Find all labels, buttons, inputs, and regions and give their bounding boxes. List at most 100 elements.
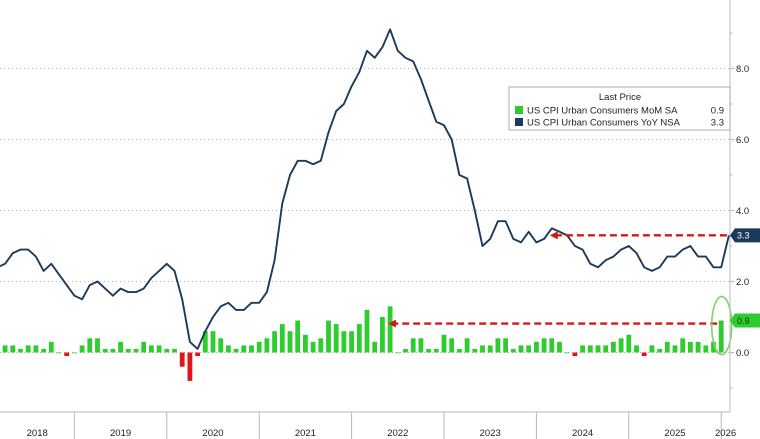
mom-bar [110, 348, 116, 353]
mom-bar [87, 338, 93, 353]
mom-bar [18, 348, 23, 353]
mom-bar [395, 352, 401, 354]
mom-bar [603, 345, 609, 353]
y-tick-label: 8.0 [736, 64, 749, 75]
mom-bar [10, 345, 16, 353]
mom-bar [557, 341, 562, 353]
x-tick-label: 2019 [110, 428, 131, 439]
mom-bar [187, 352, 193, 381]
mom-bar [156, 345, 162, 353]
y-tick-label: 0.0 [736, 348, 749, 359]
legend-swatch-mom [515, 106, 523, 114]
mom-bar [441, 334, 447, 353]
mom-bar [2, 345, 8, 353]
mom-bar [518, 345, 524, 353]
x-tick-label: 2024 [572, 428, 593, 439]
annotations [388, 231, 733, 356]
mom-bar [64, 352, 70, 357]
highlight-circle [710, 295, 733, 356]
mom-bar [79, 345, 85, 353]
last-tag-mom [730, 313, 760, 328]
mom-bar [387, 306, 393, 353]
mom-bar [449, 338, 455, 353]
mom-bar [487, 345, 493, 353]
x-tick-label: 2026 [715, 428, 736, 439]
mom-bar [241, 345, 247, 353]
x-tick-label: 2018 [27, 428, 48, 439]
x-tick-label: 2020 [202, 428, 223, 439]
mom-bar [233, 348, 239, 353]
mom-bar [41, 348, 46, 353]
mom-bar [611, 341, 616, 353]
mom-bar [595, 345, 601, 353]
mom-bar [534, 341, 539, 353]
mom-bar [418, 338, 424, 353]
mom-bar [372, 341, 378, 353]
mom-bar [333, 324, 339, 353]
mom-bar [264, 338, 270, 353]
yoy-line [0, 28, 730, 350]
mom-bar [626, 334, 632, 353]
mom-bar [564, 352, 570, 354]
legend-box [508, 86, 731, 131]
mom-bar [641, 352, 647, 357]
mom-bar [72, 352, 77, 354]
mom-bar [202, 331, 208, 353]
x-tick-label: 2025 [664, 428, 685, 439]
mom-bar [25, 345, 31, 353]
mom-bar [226, 345, 231, 353]
mom-bar [364, 309, 370, 353]
mom-bar [672, 345, 678, 353]
mom-bar [172, 348, 177, 353]
mom-bar [210, 331, 216, 353]
mom-bar [349, 331, 354, 353]
mom-bar [48, 341, 54, 353]
legend-value-mom: 0.9 [711, 106, 724, 117]
mom-bar [141, 341, 147, 353]
last-tag-yoy-label: 3.3 [737, 231, 750, 241]
mom-bar [95, 338, 100, 353]
mom-bar [326, 320, 331, 353]
mom-bar [495, 338, 501, 353]
mom-bar [510, 348, 516, 353]
mom-bar [657, 348, 662, 353]
mom-bar [33, 345, 39, 353]
mom-bar [341, 331, 347, 353]
mom-bar [303, 334, 308, 353]
mom-bar [718, 320, 724, 353]
mom-bar [503, 338, 508, 353]
mom-bar [380, 317, 385, 353]
mom-bar [711, 341, 716, 353]
mom-bar [664, 341, 670, 353]
mom-bar [356, 324, 362, 353]
mom-bar [572, 352, 578, 357]
mom-bar [179, 352, 185, 367]
yoy-line-layer [0, 28, 730, 350]
mom-bar [680, 338, 686, 353]
mom-bar [218, 338, 224, 353]
mom-bar [279, 324, 285, 353]
mom-bar [472, 348, 478, 353]
mom-bar [133, 348, 139, 353]
mom-bar [480, 345, 485, 353]
mom-bar [464, 338, 470, 353]
x-tick-label: 2022 [387, 428, 408, 439]
mom-bar [587, 345, 593, 353]
legend-value-yoy: 3.3 [711, 118, 724, 129]
mom-bars [2, 306, 724, 381]
mom-bar [580, 345, 585, 353]
mom-bar [703, 345, 709, 353]
mom-bar [688, 341, 693, 353]
y-tick-label: 4.0 [736, 206, 749, 217]
legend-label-mom: US CPI Urban Consumers MoM SA [527, 106, 678, 117]
mom-bar [549, 338, 555, 353]
mom-bar [403, 348, 408, 353]
mom-bar [164, 348, 170, 353]
mom-bar [526, 345, 532, 353]
mom-bar [410, 338, 416, 353]
legend-swatch-yoy [515, 118, 523, 126]
mom-bar [433, 348, 439, 353]
mom-bar [249, 345, 254, 353]
